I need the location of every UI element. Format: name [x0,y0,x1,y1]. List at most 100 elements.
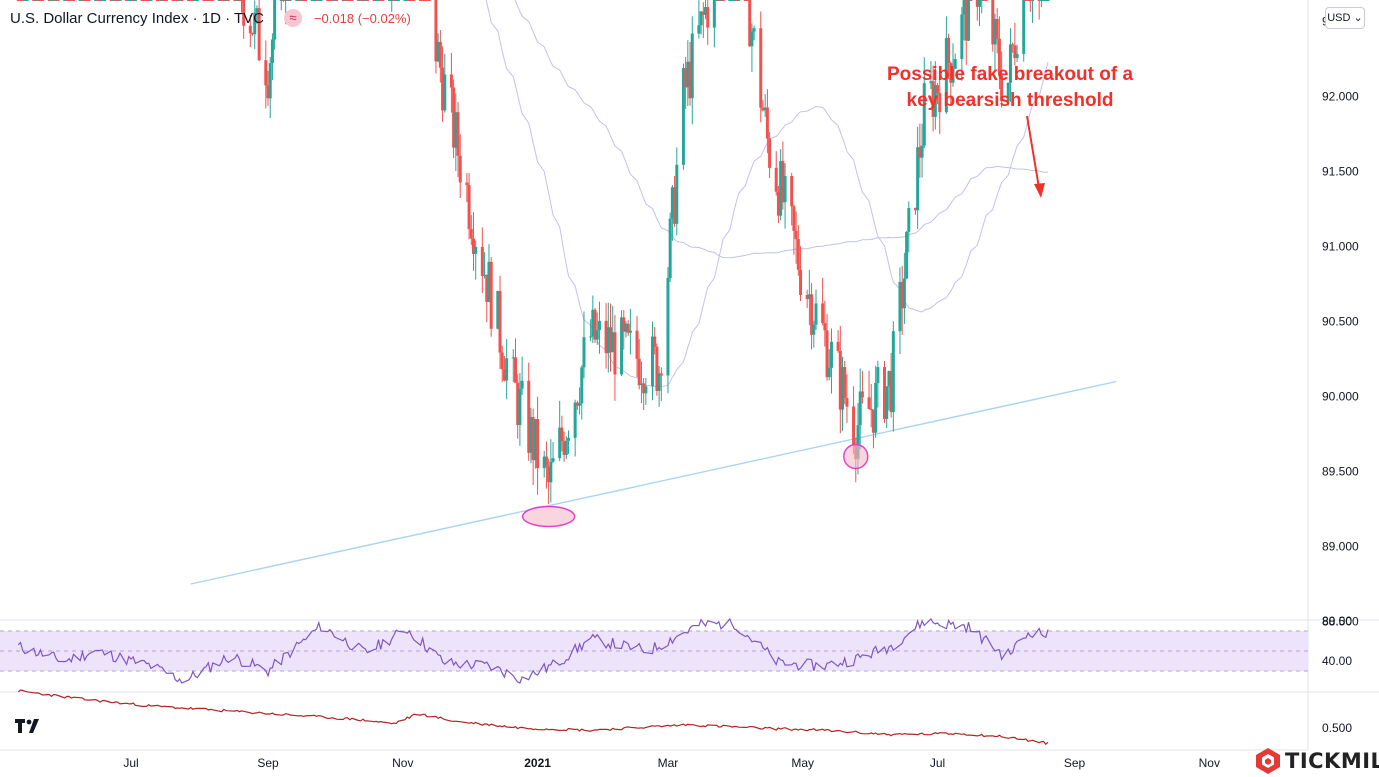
candle-body [469,229,473,239]
tradingview-logo-icon[interactable] [12,713,42,737]
candle-body [829,341,833,368]
candle-body [363,0,367,1]
candle-body [750,31,754,47]
candle-body [343,0,347,1]
indicator-badge-icon[interactable]: ≈ [283,9,302,27]
candle-body [474,246,478,254]
x-tick-label: May [791,756,814,770]
candle-body [936,85,940,93]
candle-body [699,11,703,26]
candle-body [78,0,82,1]
candle-body [916,147,920,211]
candle-body [301,0,305,1]
candle-body [807,294,811,300]
candle-body [657,373,661,391]
candle-body [304,0,308,1]
candle-body [681,68,685,165]
rsi-line [17,617,1049,684]
candle-body [390,0,394,1]
candle-body [1039,0,1043,1]
candle-body [805,294,809,300]
candle-body [94,0,98,1]
candle-body [443,74,447,111]
candle-body [193,0,197,1]
currency-selector[interactable]: USD ⌄ [1325,7,1365,29]
candle-body [642,383,646,394]
candle-body [573,402,577,438]
candle-body [202,0,206,1]
candle-body [721,0,725,1]
annotation-arrow [1026,115,1045,198]
candle-body [458,155,462,183]
annotation-arrow-line [1026,115,1040,189]
candle-body [65,0,69,1]
candle-body [52,0,56,1]
candle-body [653,336,657,347]
candle-body [158,0,162,1]
candle-body [47,0,51,1]
candle-body [441,67,445,111]
moving-average-line [485,0,1049,388]
candle-body [147,0,151,1]
candle-body [673,187,677,224]
candle-body [189,0,193,1]
candle-body [233,0,237,1]
candle-body [690,33,694,99]
x-tick-label: Sep [1064,756,1086,770]
trendlines [190,380,1117,585]
candle-body [407,0,411,1]
candle-body [580,367,584,404]
candle-body [622,317,626,332]
candle-body [312,0,316,1]
candle-body [34,0,38,1]
candle-body [697,25,701,34]
candle-body [591,309,595,337]
candle-body [1044,0,1048,1]
candle-body [317,0,321,1]
candle-body [650,336,654,387]
candle-body [237,0,241,1]
candle-body [266,85,270,99]
candle-body [732,0,736,1]
candle-body [825,330,829,378]
tickmill-hex-icon [1256,748,1280,774]
candle-body [966,0,970,41]
candles [16,0,1050,505]
rsi-tick-label: 40.00 [1322,654,1352,668]
candle-body [405,0,409,1]
candle-body [529,417,533,453]
candle-body [456,112,460,156]
candle-body [299,0,303,1]
candle-body [421,0,425,1]
candle-body [551,458,555,462]
candle-body [178,0,182,1]
candle-body [593,309,597,340]
candle-body [332,0,336,1]
candle-body [595,330,599,340]
candle-body [620,317,624,375]
candle-body [140,0,144,1]
candle-body [1024,0,1028,1]
candle-body [319,0,323,1]
candle-body [845,398,849,407]
candle-body [746,0,749,1]
candle-body [900,281,904,309]
candle-body [149,0,153,1]
trendline [190,380,1117,585]
candle-body [951,68,955,83]
candle-body [226,0,230,1]
candle-body [637,358,641,386]
candle-body [876,367,880,383]
candle-body [889,371,893,413]
candle-body [891,331,895,413]
candle-body [180,0,184,1]
candle-body [365,0,369,1]
candle-body [162,0,166,1]
candle-body [531,417,535,461]
candle-body [109,0,113,1]
candle-body [186,0,190,1]
candle-body [969,0,973,1]
candle-body [328,0,332,1]
candle-body [403,0,407,1]
